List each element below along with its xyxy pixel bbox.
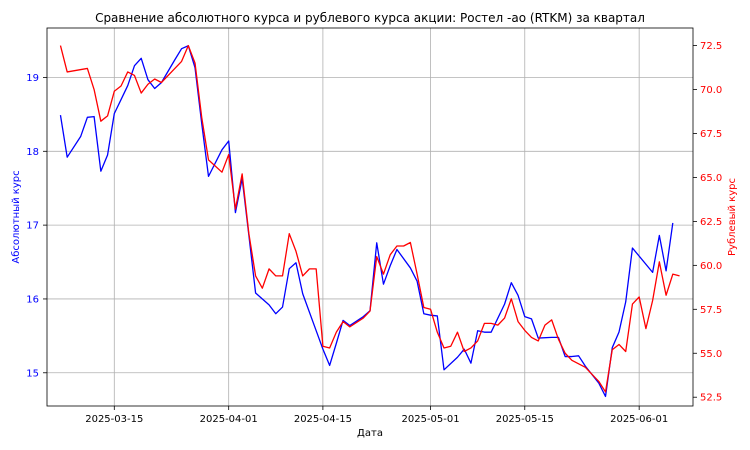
y-left-axis-ticks: 15 16 17 18 19 [26, 73, 47, 379]
y-left-axis-label: Абсолютный курс [11, 170, 22, 263]
y-right-tick-label: 55.0 [700, 349, 722, 360]
x-tick-label: 2025-05-01 [402, 414, 460, 425]
y-right-tick-label: 70.0 [700, 85, 722, 96]
chart-title: Сравнение абсолютного курса и рублевого … [95, 11, 645, 25]
y-right-tick-label: 57.5 [700, 305, 722, 316]
x-tick-label: 2025-04-15 [294, 414, 352, 425]
x-tick-label: 2025-05-15 [496, 414, 554, 425]
x-tick-label: 2025-04-01 [200, 414, 258, 425]
y-right-tick-label: 60.0 [700, 261, 722, 272]
y-right-tick-label: 72.5 [700, 41, 722, 52]
y-right-tick-label: 67.5 [700, 129, 722, 140]
x-axis-label: Дата [357, 428, 383, 439]
y-left-tick-label: 15 [26, 368, 39, 379]
plot-frame [46, 27, 694, 407]
x-axis-ticks: 2025-03-15 2025-04-01 2025-04-15 2025-05-01… [85, 406, 668, 425]
y-right-tick-label: 52.5 [700, 393, 722, 404]
y-right-tick-label: 65.0 [700, 173, 722, 184]
y-left-tick-label: 17 [26, 221, 39, 232]
y-right-axis-label: Рублевый курс [727, 178, 738, 256]
y-left-tick-label: 16 [26, 294, 39, 305]
x-tick-label: 2025-03-15 [85, 414, 143, 425]
y-left-tick-label: 19 [26, 73, 39, 84]
series-lines [59, 44, 680, 398]
grid [47, 28, 693, 406]
ruble-price-line [59, 44, 680, 393]
y-right-tick-label: 62.5 [700, 217, 722, 228]
x-tick-label: 2025-06-01 [610, 414, 668, 425]
y-right-axis-ticks: 52.5 55.0 57.5 60.0 62.5 65.0 67.5 70.0 72.5 [693, 41, 722, 404]
y-left-tick-label: 18 [26, 147, 39, 158]
